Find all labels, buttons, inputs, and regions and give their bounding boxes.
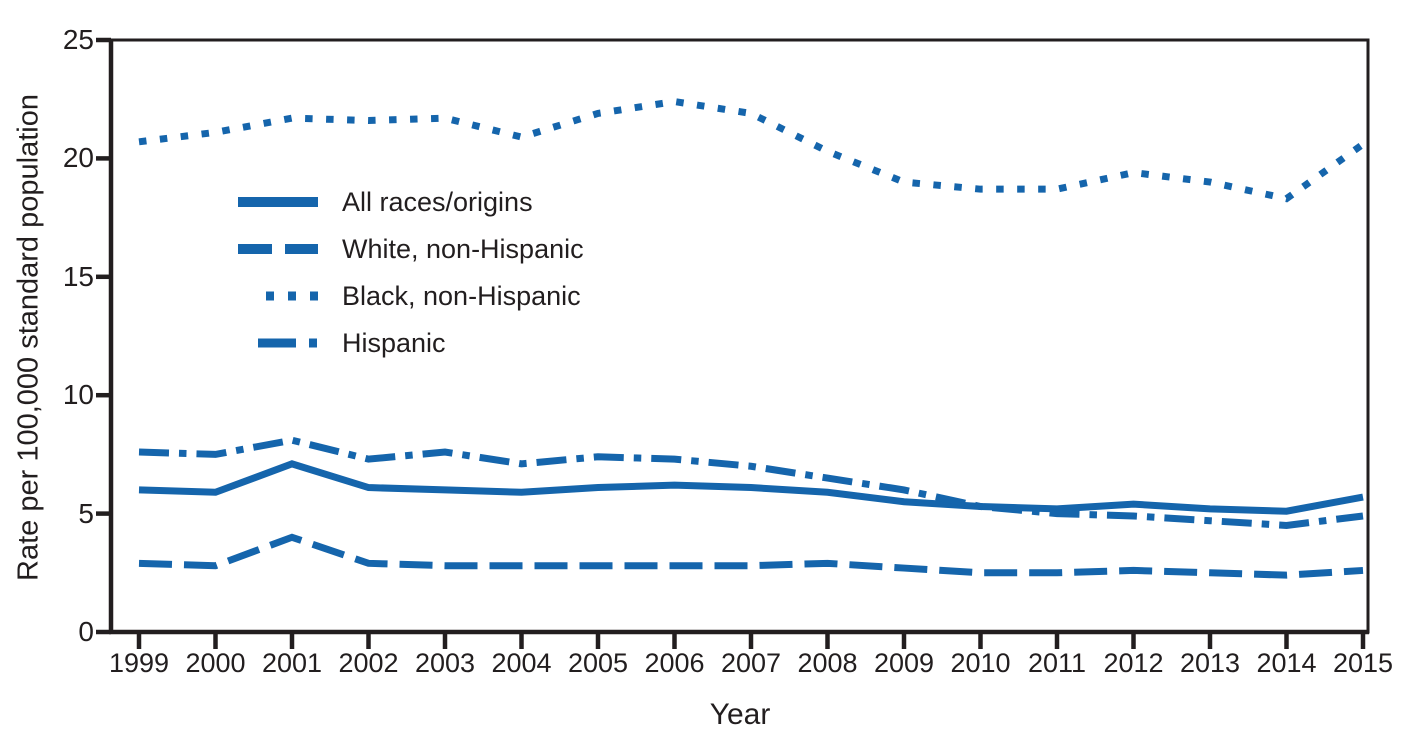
legend-label: All races/origins (342, 186, 533, 217)
series-line-dashed (138, 533, 1364, 579)
dashed-line-icon (238, 244, 318, 254)
x-tick-label: 2006 (644, 648, 705, 678)
y-tick-label: 25 (62, 24, 94, 55)
y-axis-title: Rate per 100,000 standard population (12, 94, 45, 581)
dash-dot-line-icon (258, 338, 318, 348)
y-tick-label: 10 (62, 379, 94, 411)
dotted-line-icon (266, 291, 318, 301)
x-tick-label: 2015 (1332, 648, 1394, 678)
x-tick-label: 2012 (1103, 648, 1164, 678)
x-tick-label: 2008 (797, 648, 858, 678)
x-tick-label: 2003 (414, 648, 476, 678)
x-tick-label: 2007 (720, 648, 782, 678)
chart-legend: All races/origins White, non-Hispanic Bl… (238, 185, 584, 373)
x-tick-label: 1999 (108, 648, 170, 678)
legend-label: White, non-Hispanic (342, 233, 584, 264)
y-tick-label: 20 (62, 142, 94, 174)
x-tick-label: 2010 (950, 648, 1011, 678)
x-tick-label: 2013 (1179, 648, 1241, 678)
legend-item-white: White, non-Hispanic (238, 232, 584, 266)
legend-label: Black, non-Hispanic (342, 280, 581, 311)
x-tick-label: 2000 (185, 648, 246, 678)
legend-label: Hispanic (342, 327, 446, 358)
x-tick-label: 2005 (567, 648, 629, 678)
x-tick-label: 2001 (261, 648, 323, 678)
x-axis-title: Year (709, 698, 771, 731)
legend-item-all-races: All races/origins (238, 185, 584, 219)
series-line-solid (138, 460, 1364, 515)
solid-line-icon (238, 197, 318, 207)
y-tick-label: 5 (78, 497, 94, 529)
y-tick-label: 0 (78, 616, 94, 647)
x-tick-label: 2009 (873, 648, 935, 678)
x-tick-label: 2002 (338, 648, 399, 678)
y-tick-label: 15 (62, 260, 94, 292)
legend-item-black: Black, non-Hispanic (238, 279, 584, 313)
legend-item-hispanic: Hispanic (238, 326, 584, 360)
x-tick-label: 2014 (1256, 648, 1317, 678)
x-tick-label: 2004 (491, 648, 552, 678)
x-tick-label: 2011 (1027, 648, 1087, 678)
series-line-dashdot (138, 436, 1364, 529)
